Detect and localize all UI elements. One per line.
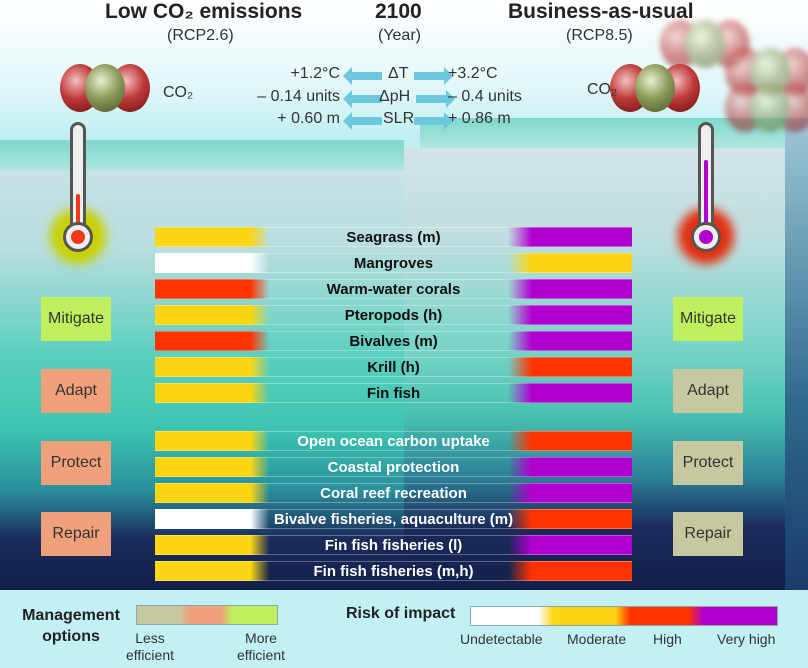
management-legend-title: Management options: [22, 607, 120, 645]
ocean-scene: Low CO₂ emissions (RCP2.6) 2100 (Year) B…: [0, 0, 808, 590]
risk-bar-label: Bivalves (m): [349, 333, 438, 350]
option-mitigate-low: Mitigate: [41, 297, 111, 341]
delta-ph-label: ΔpH: [379, 88, 411, 105]
risk-bar-label: Krill (h): [367, 359, 420, 376]
risk-bar-label: Fin fish fisheries (l): [324, 537, 463, 554]
delta-t-high: +3.2°C: [448, 65, 498, 82]
option-protect-low: Protect: [41, 441, 111, 485]
ocean-side-face: [785, 120, 808, 590]
risk-bar-label: Coral reef recreation: [320, 485, 467, 502]
co2-molecule-icon: [60, 64, 150, 112]
slr-high: + 0.86 m: [448, 110, 511, 127]
risk-bar-label: Open ocean carbon uptake: [297, 433, 490, 450]
co2-label-left: CO₂: [163, 84, 194, 101]
legend-undetectable: Undetectable: [460, 631, 543, 647]
low-emissions-title: Low CO₂ emissions: [105, 0, 303, 23]
option-adapt-low: Adapt: [41, 369, 111, 413]
year-title: 2100: [375, 0, 422, 23]
slr-low: + 0.60 m: [277, 110, 340, 127]
risk-bar-row: Mangroves: [155, 253, 632, 273]
arrow-right-icon: [414, 67, 453, 85]
arrow-left-icon: [343, 67, 382, 85]
risk-bar-label: Pteropods (h): [344, 307, 443, 324]
delta-ph-high: – 0.4 units: [448, 88, 522, 105]
bau-title: Business-as-usual: [508, 0, 694, 23]
arrow-right-icon: [414, 112, 453, 130]
risk-bar-label: Fin fish fisheries (m,h): [313, 563, 474, 580]
risk-bar-label: Coastal protection: [327, 459, 460, 476]
risk-bar-label: Bivalve fisheries, aquaculture (m): [273, 511, 514, 528]
delta-t-label: ΔT: [388, 65, 409, 82]
option-repair-low: Repair: [41, 512, 111, 556]
arrow-right-icon: [416, 90, 455, 108]
risk-legend-title: Risk of impact: [346, 605, 456, 622]
risk-bar-label: Fin fish: [366, 385, 421, 402]
bau-subtitle: (RCP8.5): [566, 27, 633, 44]
risk-bar-row: Seagrass (m): [155, 227, 632, 247]
risk-bar-label: Mangroves: [353, 255, 434, 272]
legend-more-efficient: More efficient: [237, 630, 285, 663]
year-subtitle: (Year): [378, 27, 421, 44]
legend-very-high: Very high: [717, 631, 776, 647]
co2-molecule-icon: [660, 20, 750, 68]
risk-bar-row: Fin fish fisheries (l): [155, 535, 632, 555]
risk-bar-row: Warm-water corals: [155, 279, 632, 299]
slr-label: SLR: [383, 110, 415, 127]
risk-bar-label: Seagrass (m): [346, 229, 441, 246]
risk-bar-row: Pteropods (h): [155, 305, 632, 325]
delta-ph-low: – 0.14 units: [257, 88, 340, 105]
option-mitigate-high: Mitigate: [673, 297, 743, 341]
legend-high: High: [653, 631, 682, 647]
option-repair-high: Repair: [673, 512, 743, 556]
risk-bar-row: Open ocean carbon uptake: [155, 431, 632, 451]
risk-bar-row: Fin fish: [155, 383, 632, 403]
low-emissions-subtitle: (RCP2.6): [167, 27, 234, 44]
risk-bar-row: Krill (h): [155, 357, 632, 377]
co2-label-right: CO₂: [587, 81, 618, 98]
risk-bar-row: Bivalves (m): [155, 331, 632, 351]
management-legend-bar: [136, 605, 278, 625]
risk-bar-row: Coastal protection: [155, 457, 632, 477]
risk-bar-row: Bivalve fisheries, aquaculture (m): [155, 509, 632, 529]
risk-legend-bar: [470, 606, 778, 626]
co2-molecule-icon: [725, 84, 808, 132]
co2-molecule-icon: [610, 64, 700, 112]
risk-bar-row: Fin fish fisheries (m,h): [155, 561, 632, 581]
option-protect-high: Protect: [673, 441, 743, 485]
arrow-left-icon: [343, 90, 382, 108]
risk-bar-label: Warm-water corals: [326, 281, 461, 298]
arrow-left-icon: [343, 112, 382, 130]
risk-bar-row: Coral reef recreation: [155, 483, 632, 503]
legend-less-efficient: Less efficient: [126, 630, 174, 663]
option-adapt-high: Adapt: [673, 369, 743, 413]
delta-t-low: +1.2°C: [290, 65, 340, 82]
legend-moderate: Moderate: [567, 631, 627, 647]
